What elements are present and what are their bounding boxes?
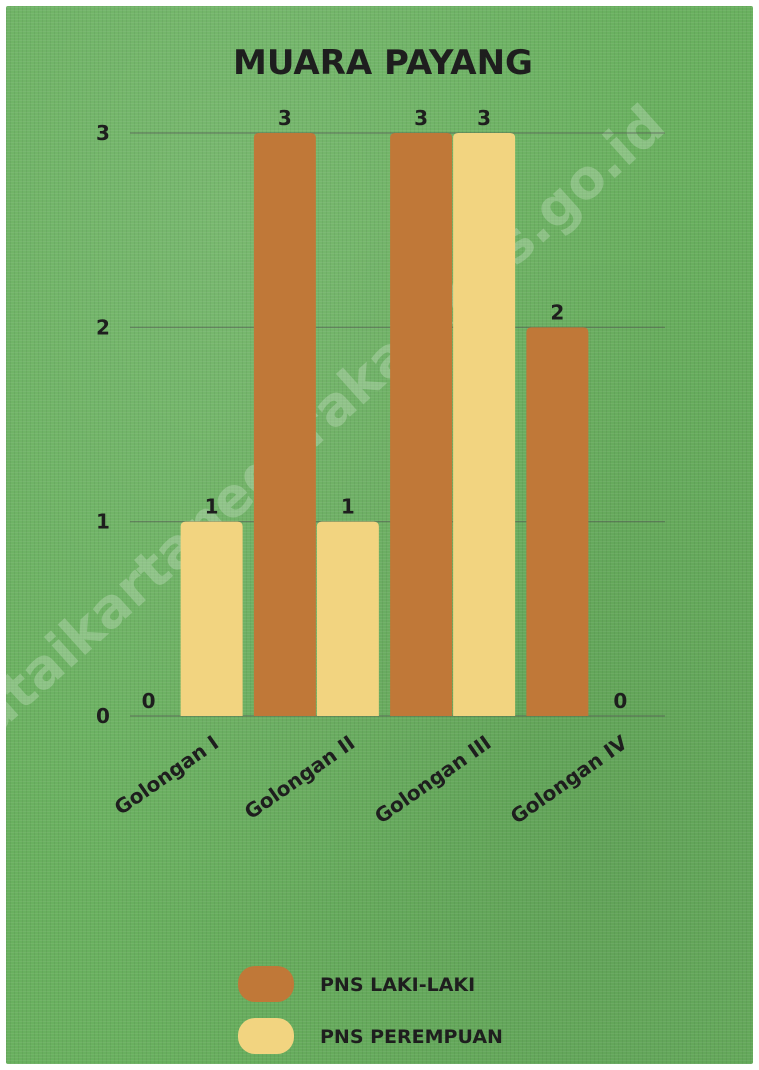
x-tick-label: Golongan I [110,730,223,819]
chart-background [6,6,753,1064]
bars [180,133,589,716]
legend-label: PNS LAKI-LAKI [320,974,475,996]
bar [526,327,589,716]
bar [453,133,516,716]
legend: PNS LAKI-LAKI PNS PEREMPUAN [238,966,503,1054]
chart-title: MUARA PAYANG [233,43,533,83]
data-label: 3 [278,106,292,130]
y-tick-label: 1 [96,510,110,534]
bar [180,521,243,716]
x-tick-label: Golongan II [240,730,359,824]
y-tick-label: 2 [96,315,110,339]
data-label: 3 [414,106,428,130]
data-label: 0 [613,689,627,713]
bar [316,521,379,716]
bar [253,133,316,716]
legend-label: PNS PEREMPUAN [320,1026,503,1048]
bar [390,133,453,716]
y-axis: 0 1 2 3 [96,121,110,728]
x-tick-label: Golongan IV [506,730,632,828]
y-tick-label: 0 [96,704,110,728]
y-tick-label: 3 [96,121,110,145]
x-axis: Golongan I Golongan II Golongan III Golonga… [110,730,632,828]
data-label: 3 [477,106,491,130]
legend-swatch [238,1018,294,1054]
x-tick-label: Golongan III [370,730,495,828]
legend-swatch [238,966,294,1002]
data-label: 1 [205,495,219,519]
data-labels: 0 1 3 1 3 3 2 0 [142,106,628,713]
data-label: 0 [142,689,156,713]
data-label: 1 [341,495,355,519]
data-label: 2 [550,300,564,324]
